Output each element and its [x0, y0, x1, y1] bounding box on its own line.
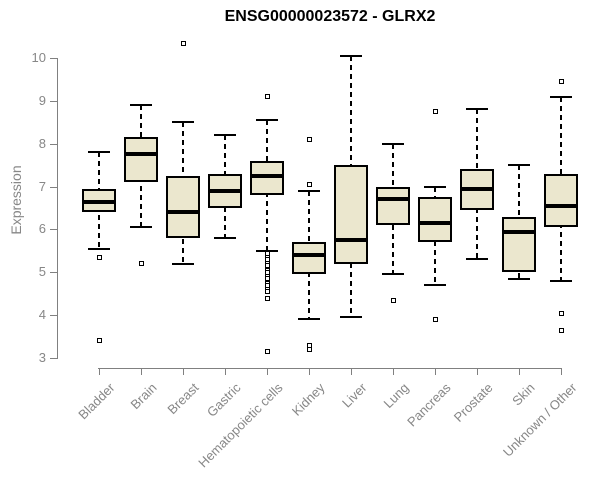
- y-tick-label: 7: [38, 178, 46, 194]
- whisker-cap-top: [382, 142, 404, 145]
- whisker-cap-top: [298, 189, 320, 192]
- y-tick-label: 9: [38, 92, 46, 108]
- whisker-cap-bottom: [382, 273, 404, 276]
- y-tick: [50, 358, 57, 359]
- y-axis-line: [57, 58, 58, 359]
- box: [166, 175, 200, 238]
- outlier-point: [432, 109, 438, 115]
- x-tick: [141, 368, 142, 375]
- median-line: [250, 173, 284, 178]
- outlier-point: [558, 79, 564, 85]
- outlier-point: [264, 295, 270, 301]
- median-line: [502, 229, 536, 234]
- outlier-point: [180, 40, 186, 46]
- median-line: [166, 210, 200, 215]
- x-tick: [477, 368, 478, 375]
- whisker-cap-top: [424, 185, 446, 188]
- whisker-cap-bottom: [424, 284, 446, 287]
- whisker-cap-bottom: [466, 258, 488, 261]
- y-tick: [50, 100, 57, 102]
- outlier-point: [306, 136, 312, 142]
- y-tick-label: 5: [38, 264, 46, 280]
- median-line: [82, 199, 116, 204]
- y-tick: [50, 229, 57, 231]
- x-tick: [99, 368, 100, 375]
- whisker-cap-bottom: [172, 262, 194, 265]
- x-tick: [435, 368, 436, 375]
- whisker-cap-top: [466, 108, 488, 111]
- x-tick: [309, 368, 310, 375]
- outlier-point: [96, 338, 102, 344]
- box: [124, 137, 158, 183]
- whisker-cap-bottom: [298, 318, 320, 321]
- outlier-point: [306, 181, 312, 187]
- y-tick: [50, 272, 57, 274]
- median-line: [292, 253, 326, 258]
- median-line: [544, 203, 578, 208]
- median-line: [418, 221, 452, 225]
- median-line: [334, 238, 368, 243]
- whisker-cap-bottom: [550, 279, 572, 282]
- median-line: [208, 188, 242, 193]
- y-tick-label: 8: [38, 135, 46, 151]
- outlier-point: [306, 346, 312, 352]
- whisker-cap-top: [88, 151, 110, 154]
- y-tick: [50, 186, 57, 188]
- y-tick-label: 6: [38, 221, 46, 237]
- outlier-point: [96, 254, 102, 260]
- y-tick: [50, 315, 57, 317]
- x-tick: [561, 368, 562, 375]
- x-tick: [267, 368, 268, 375]
- median-line: [460, 186, 494, 191]
- box: [502, 216, 536, 273]
- outlier-point: [264, 94, 270, 100]
- box: [292, 242, 326, 275]
- median-line: [124, 152, 158, 157]
- outlier-point: [264, 289, 270, 295]
- whisker-cap-top: [256, 119, 278, 122]
- outlier-point: [390, 297, 396, 303]
- y-tick-label: 3: [38, 350, 46, 365]
- outlier-point: [558, 310, 564, 316]
- median-line: [376, 197, 410, 202]
- x-tick: [183, 368, 184, 375]
- chart-title: ENSG00000023572 - GLRX2: [224, 8, 436, 25]
- whisker-cap-top: [340, 54, 362, 57]
- y-tick-label: 4: [38, 307, 46, 323]
- box: [544, 173, 578, 228]
- whisker-cap-top: [214, 134, 236, 137]
- outlier-point: [264, 349, 270, 355]
- outlier-point: [138, 261, 144, 267]
- y-tick-label: 10: [31, 50, 46, 65]
- whisker-cap-bottom: [130, 226, 152, 229]
- x-tick: [519, 368, 520, 375]
- box: [376, 186, 410, 226]
- whisker-cap-top: [550, 95, 572, 98]
- box: [334, 165, 368, 264]
- whisker-cap-bottom: [214, 237, 236, 239]
- whisker-cap-top: [172, 121, 194, 124]
- x-axis-line: [98, 368, 562, 369]
- x-tick: [351, 368, 352, 375]
- whisker-cap-bottom: [88, 247, 110, 250]
- whisker-cap-top: [130, 104, 152, 107]
- whisker-cap-bottom: [508, 277, 530, 280]
- whisker-cap-bottom: [340, 316, 362, 319]
- x-tick: [225, 368, 226, 375]
- x-tick: [393, 368, 394, 375]
- box: [250, 160, 284, 196]
- y-tick: [50, 143, 57, 145]
- outlier-point: [558, 327, 564, 333]
- y-tick: [50, 58, 57, 59]
- box: [418, 197, 452, 243]
- outlier-point: [432, 316, 438, 322]
- whisker-cap-top: [508, 164, 530, 167]
